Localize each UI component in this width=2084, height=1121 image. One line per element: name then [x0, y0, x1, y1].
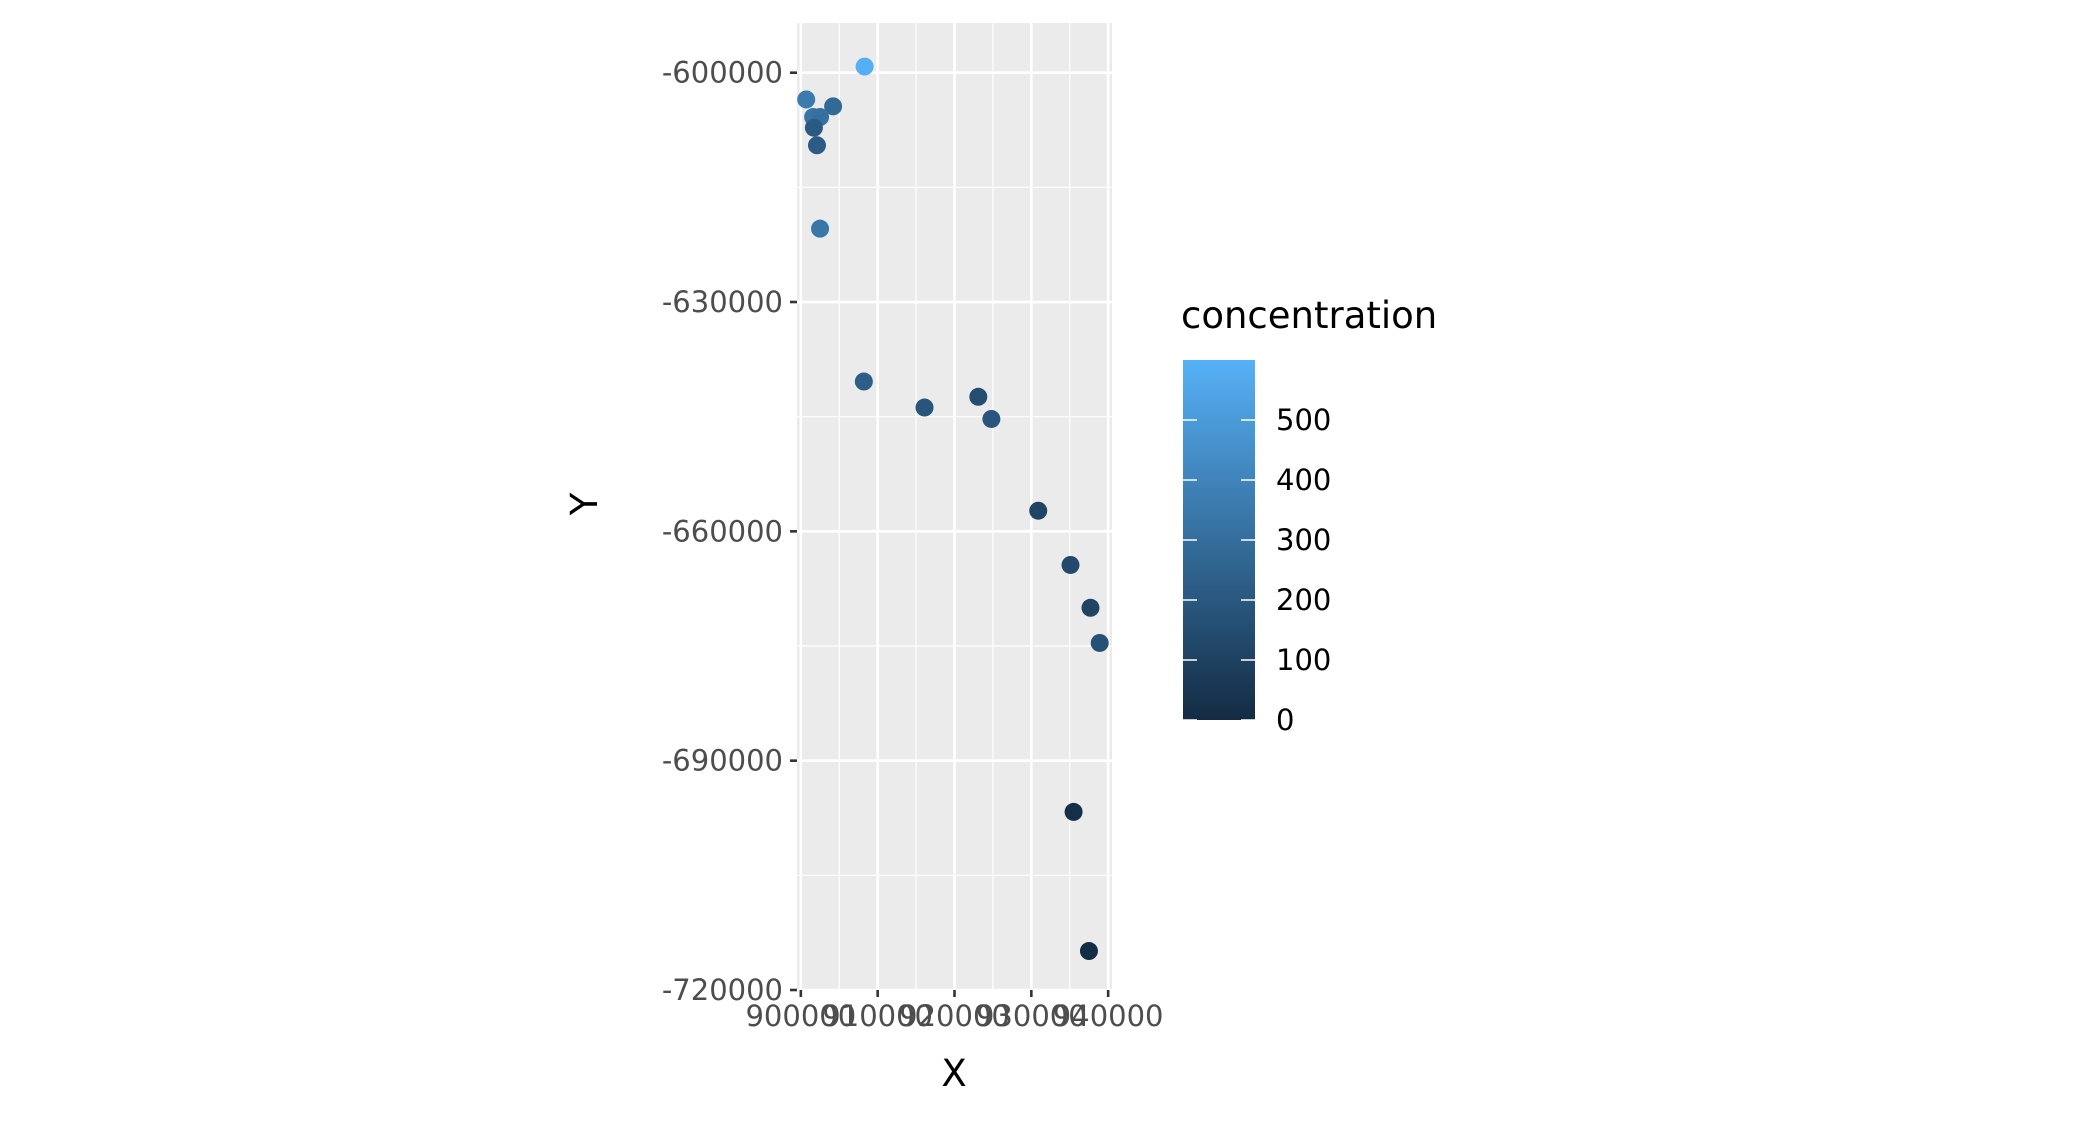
y-tick-label: -690000	[662, 744, 783, 778]
legend: concentration 0 100 200 300 400 500	[1181, 294, 1437, 737]
legend-tick-label: 0	[1276, 703, 1294, 737]
x-axis-title: X	[941, 1052, 966, 1095]
data-point	[915, 398, 934, 417]
data-point	[811, 219, 830, 238]
data-point	[982, 409, 1001, 428]
y-tick-label: -660000	[662, 514, 783, 548]
legend-tick-label: 100	[1276, 643, 1331, 677]
legend-title: concentration	[1181, 294, 1437, 337]
data-point	[854, 372, 873, 391]
data-point	[1081, 598, 1100, 617]
data-points	[797, 57, 1109, 961]
legend-tick-label: 200	[1276, 583, 1331, 617]
y-tick-label: -630000	[662, 285, 783, 319]
data-point	[797, 90, 816, 109]
data-point	[1064, 802, 1083, 821]
y-tick-label: -720000	[662, 973, 783, 1007]
data-point	[969, 387, 988, 406]
data-point	[807, 136, 826, 155]
x-tick-label: 900000	[745, 999, 856, 1033]
x-tick-label: 920000	[899, 999, 1010, 1033]
legend-tick-label: 400	[1276, 463, 1331, 497]
x-tick-label: 910000	[822, 999, 933, 1033]
legend-tick-label: 500	[1276, 403, 1331, 437]
y-axis-title: Y	[563, 492, 606, 516]
data-point	[1061, 555, 1080, 574]
data-point	[804, 118, 823, 137]
plot-panel	[797, 23, 1112, 992]
data-point	[1090, 633, 1109, 652]
data-point	[1029, 501, 1048, 520]
data-point	[824, 97, 843, 116]
x-tick-label: 940000	[1053, 999, 1164, 1033]
data-point	[855, 57, 874, 76]
legend-tick-label: 300	[1276, 523, 1331, 557]
axes: -600000 -630000 -660000 -690000 -72000090000…	[662, 56, 1164, 1033]
y-tick-label: -600000	[662, 56, 783, 90]
x-tick-label: 930000	[976, 999, 1087, 1033]
data-point	[1079, 942, 1098, 961]
